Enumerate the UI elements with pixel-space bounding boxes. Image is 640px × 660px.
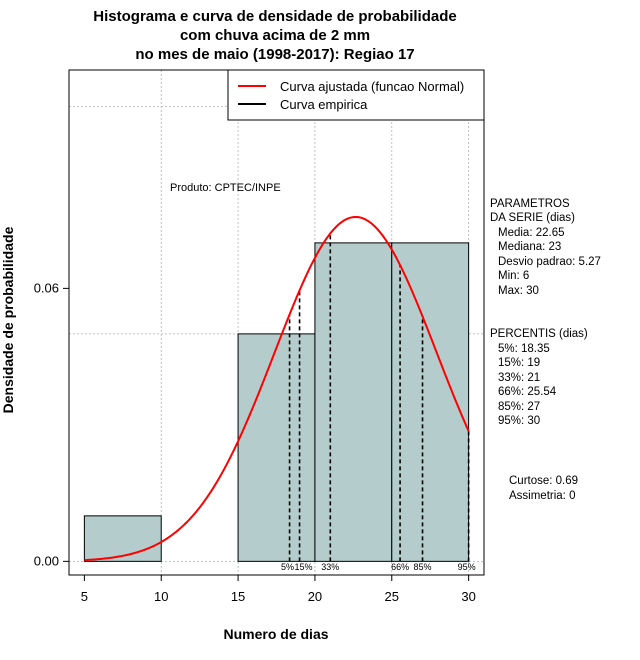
stat-assimetria: Assimetria: 0	[509, 490, 575, 502]
product-annotation: Produto: CPTEC/INPE	[170, 182, 281, 194]
chart-title-line-3: no mes de maio (1998-2017): Regiao 17	[135, 46, 414, 63]
percentile-axis-label: 85%	[414, 562, 432, 572]
histogram-bar	[314, 242, 393, 562]
stat-media: Media: 22.65	[498, 227, 565, 239]
x-tick-label: 20	[308, 589, 322, 604]
legend-box	[227, 69, 485, 121]
axes: 5 10 15 20 25 30 0.00 0.06 5% 15% 33% 66% 85% 95%	[34, 280, 476, 604]
stat-p95: 95%: 30	[498, 415, 540, 427]
y-tick-label: 0.06	[34, 280, 59, 295]
percentile-axis-label: 5%	[281, 562, 294, 572]
chart-title-line-1: Histograma e curva de densidade de proba…	[93, 8, 456, 25]
histogram-bar	[237, 333, 316, 562]
x-tick-label: 5	[81, 589, 88, 604]
y-axis-label: Densidade de probabilidade	[0, 226, 16, 413]
stat-curtose: Curtose: 0.69	[509, 475, 578, 487]
stat-mediana: Mediana: 23	[498, 241, 561, 253]
fitted-curve-layer	[84, 215, 470, 562]
stat-p15: 15%: 19	[498, 357, 540, 369]
chart-title-line-2: com chuva acima de 2 mm	[180, 27, 370, 44]
histogram-bars	[83, 242, 470, 562]
stats-panel: PARAMETROS DA SERIE (dias) Media: 22.65 …	[490, 198, 601, 502]
stat-desvio: Desvio padrao: 5.27	[498, 256, 601, 268]
y-tick-label: 0.00	[34, 553, 59, 568]
x-tick-label: 15	[231, 589, 245, 604]
stat-max: Max: 30	[498, 285, 539, 297]
histogram-bar	[83, 515, 162, 562]
stat-p85: 85%: 27	[498, 401, 540, 413]
percentis-title: PERCENTIS (dias)	[490, 328, 588, 340]
x-tick-label: 30	[461, 589, 475, 604]
percentile-axis-label: 66%	[391, 562, 409, 572]
x-axis-label: Numero de dias	[223, 626, 328, 642]
percentile-axis-label: 15%	[295, 562, 313, 572]
parametros-title: PARAMETROS	[490, 198, 570, 210]
stat-p66: 66%: 25.54	[498, 386, 557, 398]
percentile-axis-label: 33%	[321, 562, 339, 572]
x-tick-label: 10	[154, 589, 168, 604]
stat-p5: 5%: 18.35	[498, 343, 550, 355]
x-tick-label: 25	[385, 589, 399, 604]
percentile-axis-label: 95%	[458, 562, 476, 572]
legend-label-empirical: Curva empirica	[280, 97, 368, 112]
percentile-lines	[288, 233, 470, 562]
parametros-subtitle: DA SERIE (dias)	[490, 212, 575, 224]
legend: Curva ajustada (funcao Normal) Curva emp…	[227, 69, 485, 121]
stat-p33: 33%: 21	[498, 372, 540, 384]
stat-min: Min: 6	[498, 270, 529, 282]
legend-label-fitted: Curva ajustada (funcao Normal)	[280, 79, 464, 94]
fitted-normal-curve	[84, 215, 470, 562]
